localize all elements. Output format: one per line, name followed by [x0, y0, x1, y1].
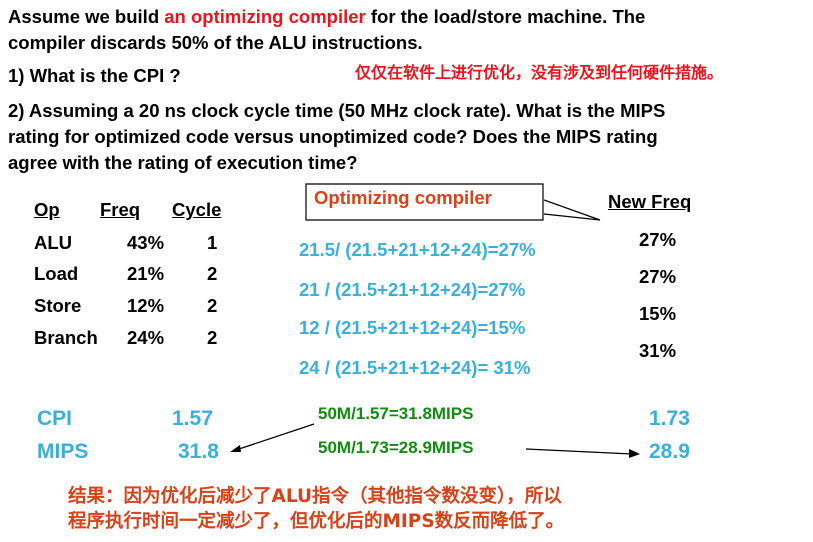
new-freq-value: 27% [639, 266, 677, 287]
software-only-note: 仅仅在软件上进行优化，没有涉及到任何硬件措施。 [355, 63, 724, 82]
arrow-to-old-mips-icon [230, 423, 315, 452]
table-row-freq: 43% [127, 232, 165, 253]
intro-highlight: an optimizing compiler [164, 6, 366, 27]
formula-load: 21 / (21.5+21+12+24)=27% [299, 279, 526, 300]
new-freq-value: 15% [639, 303, 677, 324]
table-row-freq: 12% [127, 295, 165, 316]
question-1: 1) What is the CPI ? [8, 65, 181, 86]
callout-pointer-icon [544, 199, 601, 221]
new-freq-value: 27% [639, 229, 677, 250]
table-row-cycle: 2 [207, 295, 218, 316]
table-row-op: Load [34, 263, 79, 284]
table-header-op: Op [34, 199, 60, 220]
mips-calc-old: 50M/1.57=31.8MIPS [318, 404, 474, 423]
callout-shape [305, 183, 544, 221]
table-row-freq: 24% [127, 327, 165, 348]
conclusion-line-1: 结果：因为优化后减少了ALU指令（其他指令数没变），所以 [68, 486, 562, 507]
formula-alu: 21.5/ (21.5+21+12+24)=27% [299, 239, 536, 260]
table-row-op: Store [34, 295, 82, 316]
intro-line-2: compiler discards 50% of the ALU instruc… [8, 32, 423, 53]
cpi-label: CPI [37, 407, 73, 430]
question-2-line-3: agree with the rating of execution time? [8, 152, 358, 173]
table-row-op: ALU [34, 232, 73, 253]
arrow-to-new-mips-icon [525, 448, 640, 458]
table-row-cycle: 1 [207, 232, 218, 253]
mips-new-value: 28.9 [649, 440, 690, 463]
conclusion-line-2: 程序执行时间一定减少了，但优化后的MIPS数反而降低了。 [68, 511, 565, 532]
intro-line-1: Assume we build an optimizing compiler f… [8, 4, 645, 30]
table-row-op: Branch [34, 327, 98, 348]
formula-store: 12 / (21.5+21+12+24)=15% [299, 317, 526, 338]
question-2-line-1: 2) Assuming a 20 ns clock cycle time (50… [8, 100, 666, 121]
table-row-freq: 21% [127, 263, 165, 284]
new-freq-header: New Freq [608, 191, 692, 212]
callout-label: Optimizing compiler [314, 187, 492, 208]
table-header-freq: Freq [100, 199, 141, 220]
table-header-cycle: Cycle [172, 199, 222, 220]
table-row-cycle: 2 [207, 263, 218, 284]
mips-calc-new: 50M/1.73=28.9MIPS [318, 438, 474, 457]
new-freq-value: 31% [639, 340, 677, 361]
mips-label: MIPS [37, 440, 89, 463]
question-2-line-2: rating for optimized code versus unoptim… [8, 126, 658, 147]
intro-text-after: for the load/store machine. The [365, 6, 646, 27]
cpi-old-value: 1.57 [172, 407, 213, 430]
table-row-cycle: 2 [207, 327, 218, 348]
mips-old-value: 31.8 [178, 440, 219, 463]
intro-text: Assume we build [8, 6, 165, 27]
cpi-new-value: 1.73 [649, 407, 690, 430]
formula-branch: 24 / (21.5+21+12+24)= 31% [299, 357, 531, 378]
